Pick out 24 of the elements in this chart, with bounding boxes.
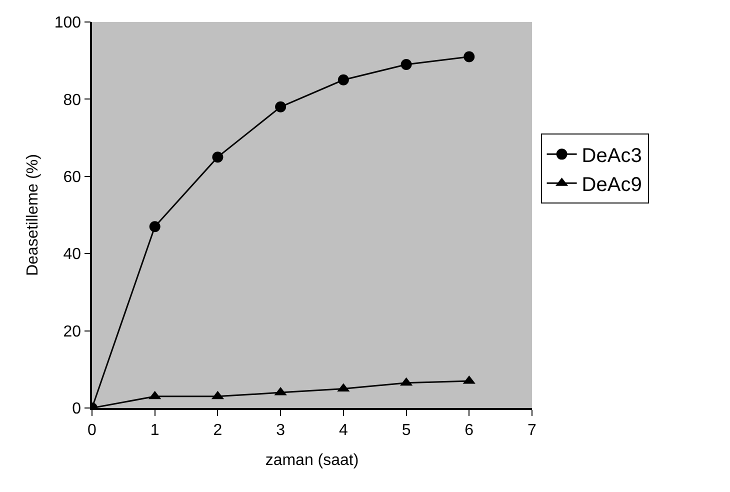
x-tick-label: 7 (528, 422, 537, 439)
x-tick-label: 2 (213, 422, 222, 439)
y-axis-title: Deasetilleme (%) (24, 154, 42, 276)
x-tick-label: 0 (88, 422, 97, 439)
point (212, 152, 224, 163)
y-tick-label: 40 (63, 246, 82, 264)
y-tick-label: 60 (63, 169, 82, 186)
point (338, 74, 349, 86)
point (149, 221, 160, 232)
point (275, 101, 286, 112)
point (400, 58, 412, 70)
x-tick-label: 6 (464, 422, 474, 439)
y-tick-label: 0 (72, 400, 82, 418)
legend-label: DeAc3 (582, 144, 642, 167)
x-tick-label: 5 (402, 422, 411, 439)
point (464, 51, 475, 62)
legend-label: DeAc9 (582, 174, 642, 196)
x-tick-label: 1 (150, 422, 160, 439)
x-tick-label: 3 (276, 422, 286, 439)
y-tick-label: 100 (54, 14, 82, 32)
y-tick-label: 20 (63, 323, 82, 340)
x-tick-label: 4 (338, 422, 348, 439)
y-tick-label: 80 (63, 92, 82, 109)
x-axis-title: zaman (saat) (265, 452, 359, 470)
